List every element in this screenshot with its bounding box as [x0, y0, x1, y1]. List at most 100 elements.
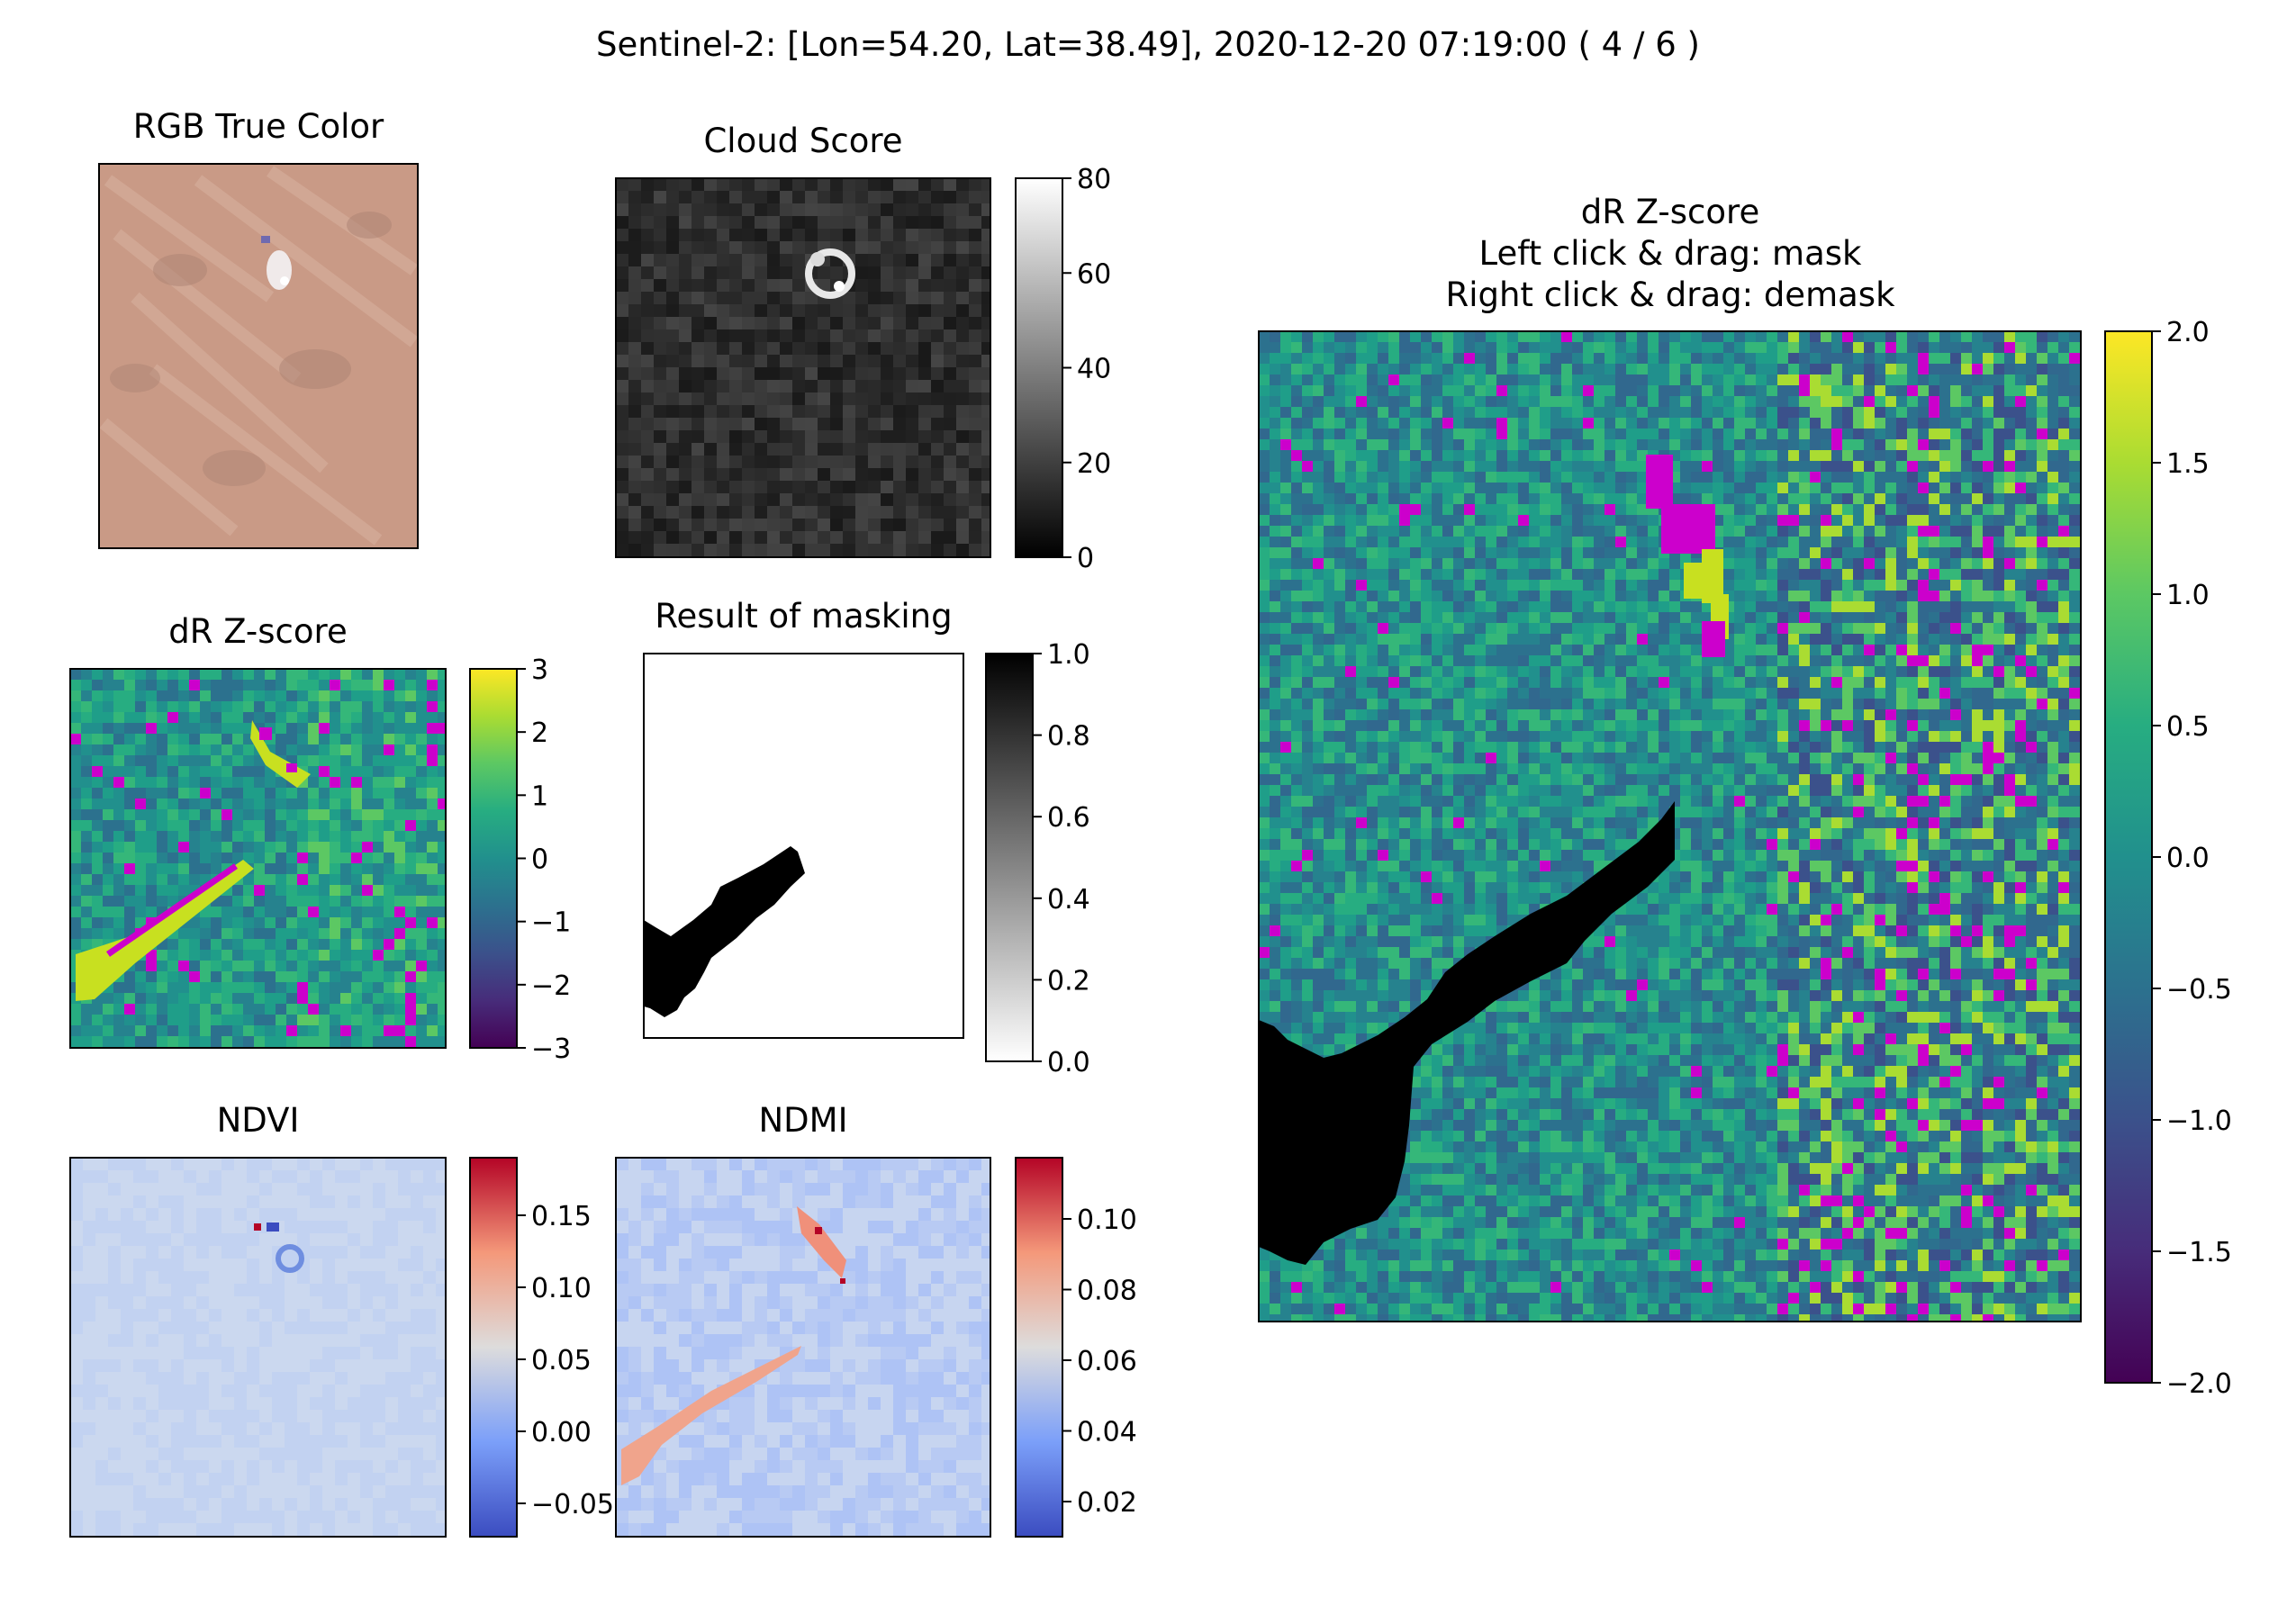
- heatmap-cell: [70, 1004, 81, 1015]
- heatmap-cell: [906, 1410, 918, 1422]
- heatmap-cell: [184, 1170, 196, 1183]
- heatmap-cell: [906, 304, 918, 317]
- heatmap-cell: [113, 690, 124, 701]
- heatmap-cell: [767, 544, 780, 556]
- heatmap-cell: [692, 1460, 704, 1473]
- heatmap-cell: [351, 939, 362, 950]
- heatmap-cell: [780, 1259, 792, 1271]
- heatmap-cell: [259, 1385, 272, 1397]
- heatmap-cell: [981, 1511, 990, 1523]
- heatmap-cell: [83, 1511, 95, 1523]
- heatmap-cell: [918, 1523, 931, 1536]
- heatmap-cell: [666, 544, 679, 556]
- heatmap-cell: [394, 831, 405, 842]
- heatmap-cell: [981, 1334, 990, 1347]
- heatmap-cell: [704, 178, 717, 191]
- heatmap-cell: [881, 191, 893, 203]
- heatmap-cell: [146, 690, 157, 701]
- heatmap-cell: [348, 1170, 360, 1183]
- heatmap-cell: [1507, 385, 1518, 396]
- heatmap-cell: [133, 1259, 146, 1271]
- heatmap-cell: [981, 241, 990, 254]
- heatmap-cell: [906, 1208, 918, 1221]
- heatmap-cell: [362, 734, 373, 744]
- heatmap-cell: [1475, 418, 1486, 429]
- heatmap-cell: [1626, 439, 1637, 450]
- heatmap-cell: [855, 1158, 868, 1170]
- heatmap-cell: [830, 1397, 843, 1410]
- heatmap-cell: [780, 216, 792, 229]
- heatmap-cell: [944, 1460, 956, 1473]
- heatmap-cell: [416, 853, 427, 863]
- heatmap-cell: [438, 928, 446, 939]
- heatmap-cell: [1777, 407, 1788, 418]
- dr-big-panel[interactable]: −2.0−1.5−1.0−0.50.00.51.01.52.0: [1259, 317, 2232, 1400]
- heatmap-cell: [373, 917, 384, 928]
- heatmap-cell: [692, 355, 704, 367]
- heatmap-cell: [1324, 364, 1334, 374]
- heatmap-cell: [893, 329, 906, 342]
- heatmap-cell: [868, 1296, 881, 1309]
- heatmap-cell: [423, 1322, 436, 1334]
- heatmap-cell: [196, 1284, 209, 1296]
- heatmap-cell: [2037, 364, 2047, 374]
- heatmap-cell: [692, 1422, 704, 1435]
- heatmap-cell: [931, 481, 944, 493]
- heatmap-cell: [918, 544, 931, 556]
- heatmap-cell: [868, 1246, 881, 1259]
- heatmap-cell: [1723, 342, 1734, 353]
- heatmap-cell: [158, 1410, 171, 1422]
- heatmap-cell: [666, 506, 679, 519]
- heatmap-cell: [1561, 396, 1572, 407]
- heatmap-cell: [767, 1322, 780, 1334]
- heatmap-cell: [330, 1025, 340, 1036]
- heatmap-cell: [843, 544, 855, 556]
- heatmap-cell: [918, 1422, 931, 1435]
- heatmap-cell: [830, 1460, 843, 1473]
- heatmap-cell: [2015, 396, 2026, 407]
- heatmap-cell: [1637, 342, 1648, 353]
- heatmap-cell: [276, 907, 286, 917]
- heatmap-cell: [423, 1233, 436, 1246]
- heatmap-cell: [956, 216, 969, 229]
- heatmap-cell: [286, 723, 297, 734]
- heatmap-cell: [385, 1410, 398, 1422]
- heatmap-cell: [157, 863, 167, 874]
- heatmap-cell: [348, 1271, 360, 1284]
- heatmap-cell: [285, 1195, 297, 1208]
- heatmap-cell: [247, 1422, 259, 1435]
- heatmap-cell: [918, 1334, 931, 1347]
- heatmap-cell: [92, 690, 103, 701]
- heatmap-cell: [1821, 385, 1831, 396]
- heatmap-cell: [2015, 374, 2026, 385]
- heatmap-cell: [641, 1498, 654, 1511]
- heatmap-cell: [1756, 418, 1767, 429]
- heatmap-cell: [830, 1435, 843, 1448]
- heatmap-cell: [641, 392, 654, 405]
- heatmap-cell: [1345, 331, 1356, 342]
- heatmap-cell: [308, 874, 319, 885]
- heatmap-cell: [906, 418, 918, 430]
- heatmap-cell: [868, 544, 881, 556]
- heatmap-cell: [247, 1485, 259, 1498]
- heatmap-cell: [95, 1359, 108, 1372]
- heatmap-cell: [729, 405, 742, 418]
- heatmap-cell: [232, 1004, 243, 1015]
- heatmap-cell: [1334, 439, 1345, 450]
- heatmap-cell: [956, 1397, 969, 1410]
- heatmap-cell: [70, 928, 81, 939]
- heatmap-cell: [83, 1334, 95, 1347]
- heatmap-cell: [780, 1498, 792, 1511]
- heatmap-cell: [232, 1025, 243, 1036]
- heatmap-cell: [196, 1523, 209, 1536]
- heatmap-cell: [330, 734, 340, 744]
- heatmap-cell: [157, 874, 167, 885]
- heatmap-cell: [92, 712, 103, 723]
- heatmap-cell: [2058, 364, 2069, 374]
- heatmap-cell: [351, 669, 362, 680]
- heatmap-cell: [1745, 418, 1756, 429]
- heatmap-cell: [654, 1233, 666, 1246]
- heatmap-cell: [704, 506, 717, 519]
- heatmap-cell: [1626, 385, 1637, 396]
- heatmap-cell: [616, 1208, 628, 1221]
